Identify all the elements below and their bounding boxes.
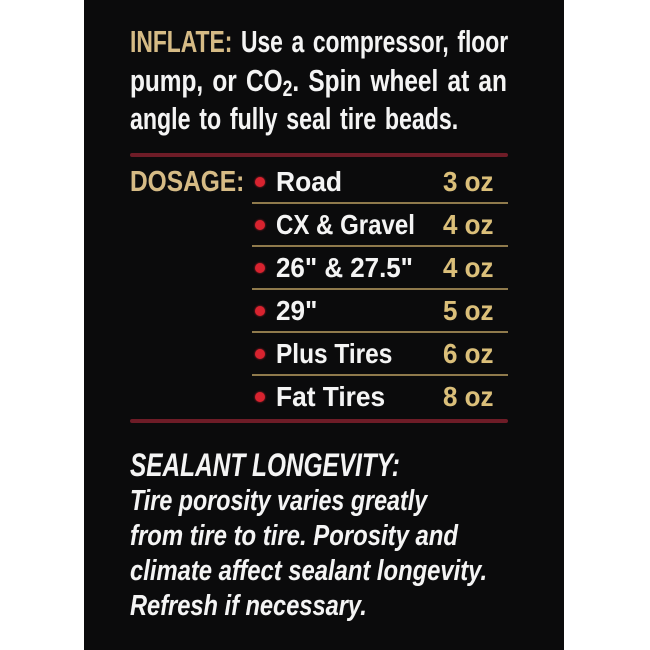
- inflate-section: INFLATE: Use a compressor, floor pump, o…: [130, 23, 564, 139]
- inflate-line-1-text: Use a compressor, floor: [240, 24, 509, 59]
- longevity-line-4: Refresh if necessary.: [130, 590, 367, 622]
- row-label: Road: [276, 166, 342, 197]
- bullet-icon: [255, 392, 265, 402]
- row-label: Plus Tires: [276, 338, 393, 369]
- dosage-table: Road 3 oz CX & Gravel 4 oz 26" & 27.5" 4…: [252, 161, 508, 419]
- divider-bottom: [130, 419, 508, 423]
- inflate-line-2: pump, or CO2. Spin wheel at an: [130, 62, 564, 101]
- bullet-icon: [255, 177, 265, 187]
- row-value: 4 oz: [442, 209, 493, 240]
- bullet-icon: [255, 349, 265, 359]
- table-row: Fat Tires 8 oz: [252, 376, 508, 419]
- longevity-line-3: climate affect sealant longevity.: [130, 555, 488, 587]
- row-value: 6 oz: [442, 338, 493, 369]
- row-label: Fat Tires: [276, 381, 386, 412]
- row-label: 29": [276, 295, 318, 326]
- row-value: 5 oz: [442, 295, 493, 326]
- inflate-line-2-pre: pump, or CO: [130, 62, 283, 98]
- table-row: Plus Tires 6 oz: [252, 333, 508, 376]
- longevity-line-2: from tire to tire. Porosity and: [130, 520, 458, 552]
- inflate-line-2-post: . Spin wheel at an: [292, 62, 507, 98]
- inflate-line-3-text: angle to fully seal tire beads.: [130, 101, 459, 136]
- row-value: 3 oz: [442, 166, 493, 197]
- row-label: CX & Gravel: [276, 209, 415, 240]
- bullet-icon: [255, 220, 265, 230]
- table-row: 29" 5 oz: [252, 290, 508, 333]
- inflate-line-3: angle to fully seal tire beads.: [130, 100, 564, 139]
- table-row: Road 3 oz: [252, 161, 508, 204]
- table-row: CX & Gravel 4 oz: [252, 204, 508, 247]
- co2-subscript: 2: [282, 75, 293, 101]
- divider-top: [130, 153, 508, 157]
- bullet-icon: [255, 306, 265, 316]
- sealant-label-panel: INFLATE: Use a compressor, floor pump, o…: [84, 0, 564, 650]
- dosage-heading: DOSAGE:: [130, 166, 245, 198]
- longevity-heading: SEALANT LONGEVITY:: [130, 447, 400, 483]
- bullet-icon: [255, 263, 265, 273]
- table-row: 26" & 27.5" 4 oz: [252, 247, 508, 290]
- longevity-section: SEALANT LONGEVITY: Tire porosity varies …: [130, 447, 564, 624]
- inflate-line-1: INFLATE: Use a compressor, floor: [130, 23, 564, 62]
- longevity-line-1: Tire porosity varies greatly: [130, 485, 428, 517]
- row-value: 8 oz: [442, 381, 493, 412]
- inflate-heading: INFLATE:: [130, 24, 233, 59]
- row-value: 4 oz: [442, 252, 493, 283]
- row-label: 26" & 27.5": [276, 252, 413, 283]
